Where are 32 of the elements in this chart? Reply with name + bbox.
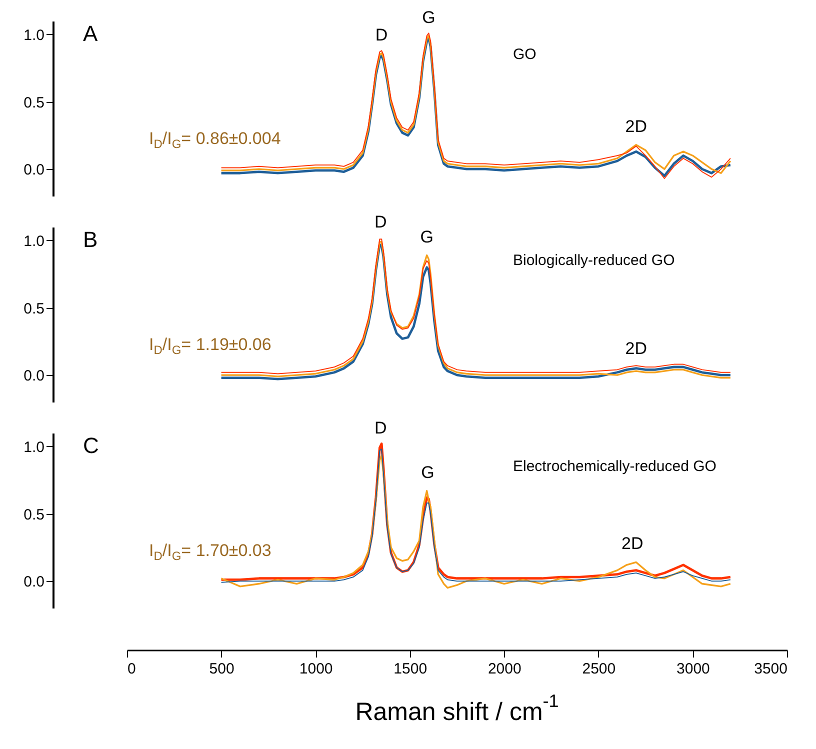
- y-tick-label: 1.0: [24, 26, 44, 44]
- annotation: D: [374, 212, 387, 232]
- text: B: [83, 227, 98, 252]
- x-tick-label: 2000: [488, 660, 522, 678]
- y-tick-label: 1.0: [24, 438, 44, 456]
- y-tick-label: 0.0: [24, 162, 44, 179]
- y-tick-label: 0.5: [24, 94, 44, 112]
- annotation: Biologically-reduced GO: [513, 252, 675, 269]
- y-tick-label: 0.0: [24, 368, 44, 385]
- y-tick-label: 0.0: [24, 574, 44, 591]
- x-tick-label: 1500: [394, 660, 428, 678]
- text: C: [83, 433, 99, 458]
- x-tick-label: 3500: [754, 660, 788, 678]
- x-tick-label: 500: [209, 660, 234, 678]
- y-tick-label: 1.0: [24, 232, 44, 250]
- annotation: G: [422, 8, 436, 27]
- x-tick-label: 3000: [676, 660, 710, 678]
- annotation: GO: [513, 46, 536, 63]
- annotation: G: [421, 462, 434, 482]
- annotation: 2D: [625, 116, 648, 136]
- text: A: [83, 21, 98, 46]
- annotation: 2D: [622, 534, 644, 554]
- x-tick-label: 0: [128, 660, 136, 678]
- x-tick-label: 1000: [299, 660, 333, 678]
- annotation: Electrochemically-reduced GO: [513, 458, 716, 475]
- annotation: D: [375, 25, 388, 44]
- annotation: 2D: [625, 339, 648, 358]
- annotation: G: [420, 227, 434, 246]
- y-tick-label: 0.5: [24, 300, 44, 318]
- x-tick-label: 2500: [582, 660, 616, 678]
- annotation: D: [374, 418, 387, 438]
- y-tick-label: 0.5: [24, 506, 44, 524]
